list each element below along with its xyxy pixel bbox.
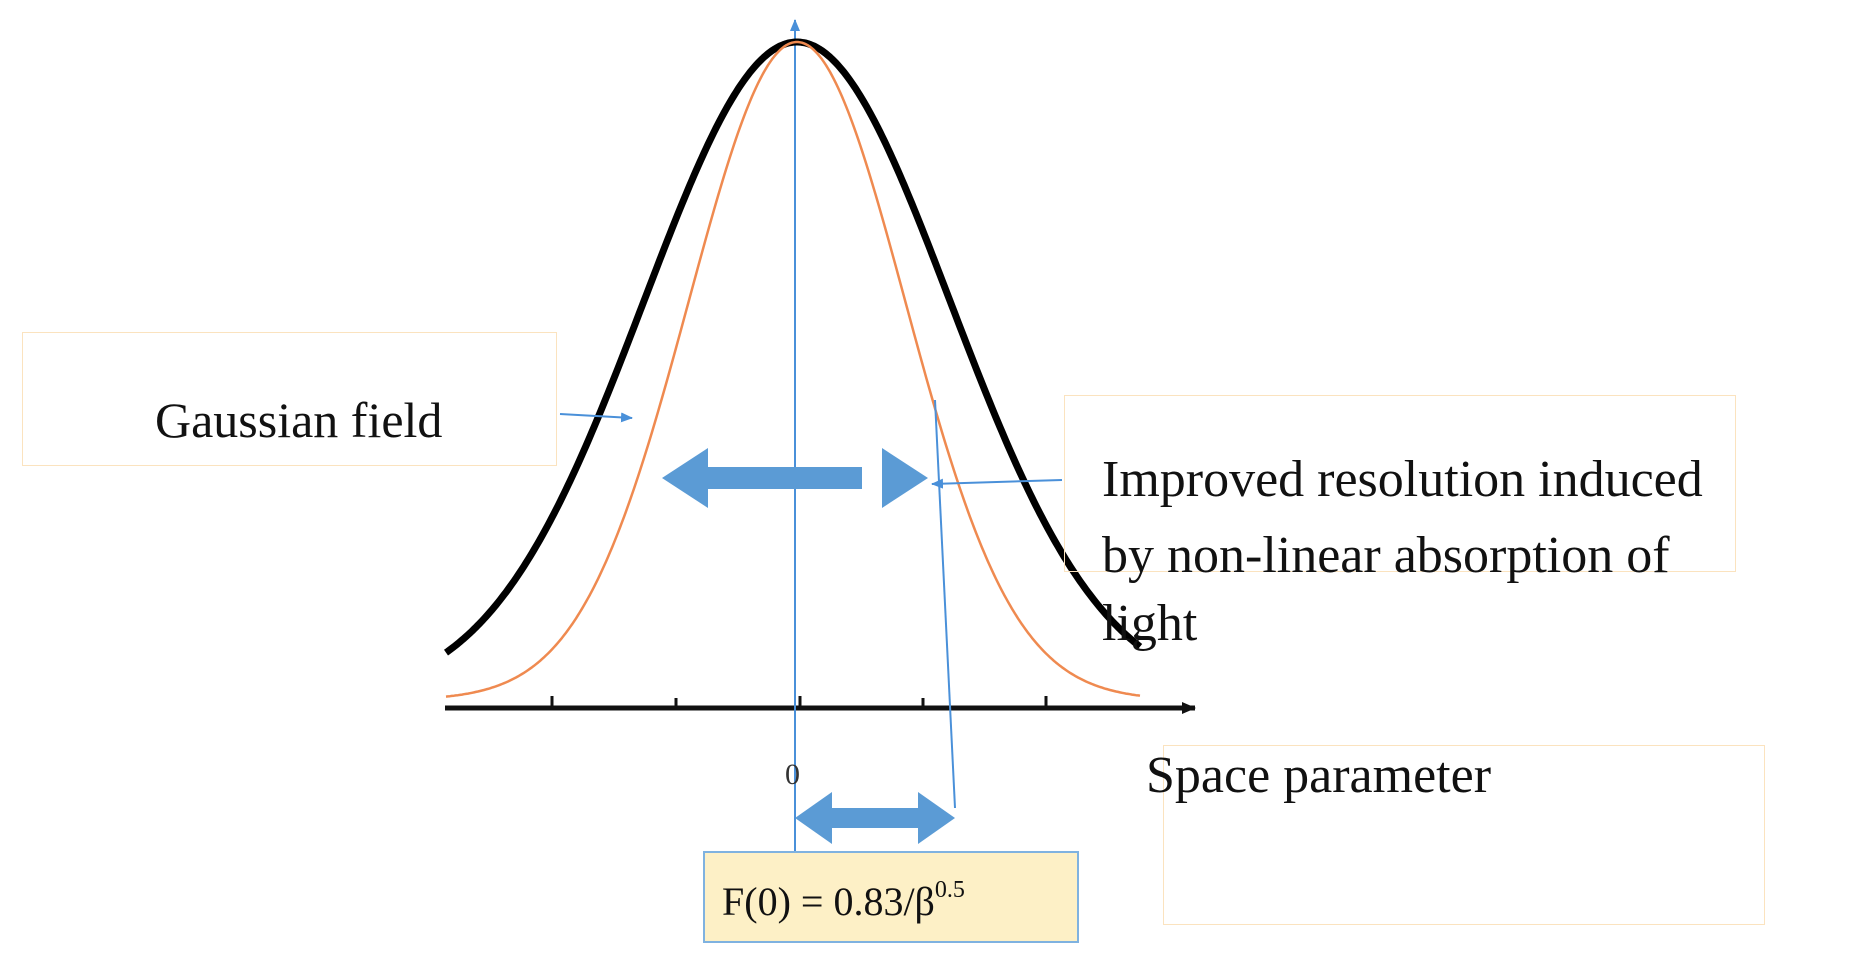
- space-parameter-box: [1163, 745, 1765, 925]
- improved-width-arrow: [662, 448, 928, 508]
- formula-exponent: 0.5: [934, 877, 965, 903]
- space-parameter-label: Space parameter: [1146, 747, 1492, 804]
- intersection-leader-line: [934, 399, 956, 809]
- zero-tick-label: 0: [785, 758, 800, 791]
- formula-label: F(0) = 0.83/β0.5: [722, 878, 965, 922]
- formula-text: F(0) = 0.83/β: [722, 879, 935, 924]
- gaussian-field-pointer: [559, 412, 633, 423]
- improved-resolution-pointer: [931, 478, 1063, 489]
- nonlinear-absorption-curve: [445, 40, 1141, 698]
- x-axis-ticks: [550, 696, 1048, 708]
- f0-width-arrow: [795, 792, 955, 844]
- improved-resolution-box: [1064, 395, 1736, 572]
- improved-resolution-label-line2: by non-linear absorption of: [1102, 527, 1670, 584]
- improved-resolution-label-line1: Improved resolution induced: [1102, 451, 1703, 508]
- improved-resolution-label-line3: light: [1102, 595, 1198, 652]
- gaussian-field-box: [22, 332, 557, 466]
- formula-box: [703, 851, 1079, 943]
- gaussian-field-label: Gaussian field: [155, 392, 443, 448]
